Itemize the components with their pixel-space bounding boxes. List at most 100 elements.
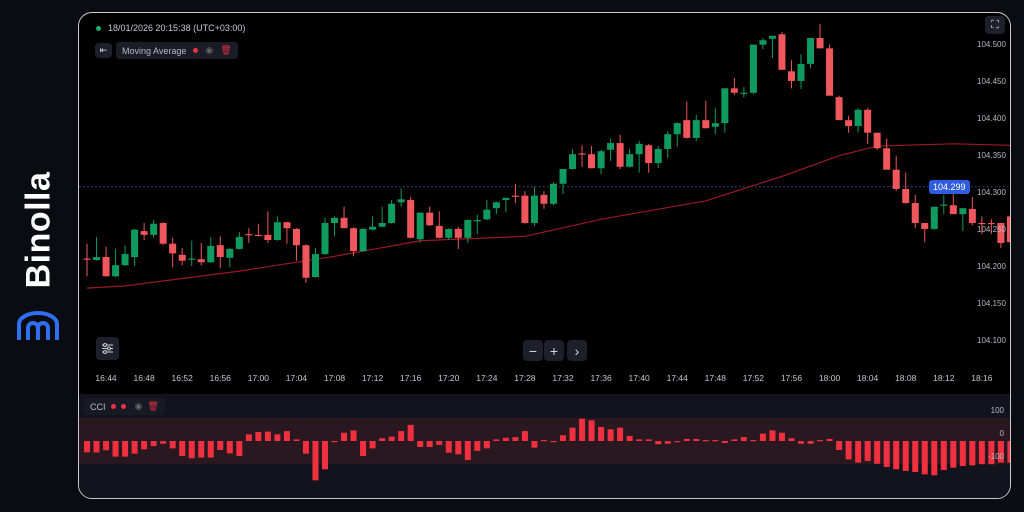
candle-body: [635, 143, 643, 155]
candle-body: [483, 209, 491, 220]
eye-icon[interactable]: ◉: [134, 401, 143, 411]
candle-body: [464, 220, 472, 238]
cci-bar: [217, 441, 224, 450]
cci-bar: [93, 441, 100, 453]
candle-body: [102, 257, 110, 277]
candle-body: [397, 199, 405, 203]
fullscreen-button[interactable]: ⛶: [985, 16, 1005, 34]
time-tick-label: 16:44: [95, 373, 117, 383]
candle-body: [740, 92, 748, 94]
cci-bar: [579, 418, 586, 441]
cci-bar: [893, 441, 900, 470]
candle-body: [216, 245, 224, 258]
cci-bar: [588, 420, 595, 441]
candle-body: [140, 231, 148, 235]
price-tick-label: 104.400: [977, 114, 1006, 123]
candle-body: [768, 35, 776, 39]
zoom-controls: − + ›: [523, 340, 587, 361]
cci-legend: CCI ◉ 🗑︎: [84, 398, 165, 415]
time-tick-label: 18:00: [818, 373, 841, 383]
candle-body: [616, 143, 624, 167]
cci-pill[interactable]: CCI ◉ 🗑︎: [84, 398, 165, 415]
cci-bar: [950, 441, 957, 468]
cci-tick-label: -100: [987, 452, 1004, 461]
cci-bar: [959, 441, 966, 467]
zoom-out-button[interactable]: −: [523, 340, 543, 361]
candle-body: [683, 120, 691, 138]
ma-color-dot[interactable]: [193, 48, 199, 53]
candle-body: [597, 151, 605, 169]
trash-icon[interactable]: 🗑︎: [220, 45, 232, 55]
brand-logo: Binolla: [0, 150, 78, 350]
candle-body: [607, 143, 615, 150]
cci-bar: [445, 441, 452, 453]
cci-bar: [798, 441, 804, 444]
cci-bar: [969, 441, 976, 466]
candle-body: [911, 203, 919, 223]
cci-bar: [198, 441, 205, 458]
scroll-forward-button[interactable]: ›: [567, 340, 587, 361]
candle-body: [302, 245, 310, 278]
candle-body: [1006, 216, 1010, 243]
cci-bar: [607, 429, 614, 441]
cci-tick-label: 0: [999, 429, 1004, 438]
moving-average-pill[interactable]: Moving Average ◉ 🗑︎: [116, 42, 238, 59]
candle-body: [787, 71, 795, 81]
candle-body: [921, 223, 929, 229]
candle-body: [902, 188, 910, 204]
cci-bar: [283, 431, 290, 441]
price-chart[interactable]: [79, 13, 1010, 498]
candle-body: [826, 48, 834, 96]
candle-body: [797, 63, 805, 81]
candle-body: [169, 243, 177, 254]
zoom-in-button[interactable]: +: [544, 340, 564, 361]
candle-body: [873, 132, 881, 149]
candle-body: [521, 195, 529, 223]
collapse-indicators-button[interactable]: ⇤: [95, 43, 112, 58]
online-status-icon: [96, 25, 101, 31]
time-tick-label: 17:40: [628, 373, 650, 383]
cci-color-dot[interactable]: [110, 404, 116, 409]
candle-body: [359, 228, 367, 252]
candle-body: [416, 212, 424, 240]
cci-bar: [550, 441, 557, 443]
chart-settings-button[interactable]: [96, 337, 119, 360]
time-tick-label: 17:16: [400, 373, 422, 383]
moving-average-line: [86, 143, 1010, 289]
cci-bar: [426, 441, 433, 447]
candle-body: [578, 153, 586, 155]
time-tick-label: 17:04: [285, 373, 308, 383]
candle-body: [692, 120, 700, 138]
cci-bar: [1007, 441, 1010, 463]
candle-body: [530, 195, 538, 223]
candle-body: [188, 258, 196, 260]
cci-bar: [369, 441, 376, 449]
price-tick-label: 104.200: [977, 262, 1006, 271]
cci-level-color-dot[interactable]: [120, 404, 126, 409]
time-tick-label: 17:12: [361, 373, 384, 383]
candle-body: [426, 212, 434, 226]
cci-bar: [84, 441, 90, 453]
candle-body: [949, 205, 957, 215]
cci-bar: [902, 441, 909, 471]
cci-bar: [322, 441, 328, 470]
trash-icon[interactable]: 🗑︎: [147, 401, 159, 411]
cci-bar: [788, 438, 795, 441]
cci-bar: [188, 441, 195, 459]
candle-body: [197, 259, 205, 263]
cci-bar: [883, 441, 890, 467]
chart-header: 18/01/2026 20:15:38 (UTC+03:00): [96, 23, 245, 33]
eye-icon[interactable]: ◉: [205, 45, 214, 55]
candle-body: [388, 203, 396, 223]
candle-body: [883, 148, 891, 170]
moving-average-legend: ⇤ Moving Average ◉ 🗑︎: [95, 42, 238, 59]
candle-body: [407, 200, 415, 238]
candle-body: [207, 245, 215, 263]
cci-bar: [664, 441, 671, 444]
candle-body: [835, 97, 843, 121]
cci-bar: [131, 441, 138, 454]
candle-body: [150, 223, 158, 235]
cci-bar: [817, 440, 824, 442]
cci-bar: [759, 433, 766, 441]
candle-body: [759, 40, 767, 45]
